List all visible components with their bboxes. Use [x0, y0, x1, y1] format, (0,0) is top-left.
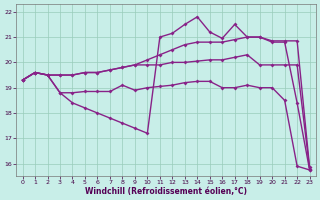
X-axis label: Windchill (Refroidissement éolien,°C): Windchill (Refroidissement éolien,°C): [85, 187, 247, 196]
